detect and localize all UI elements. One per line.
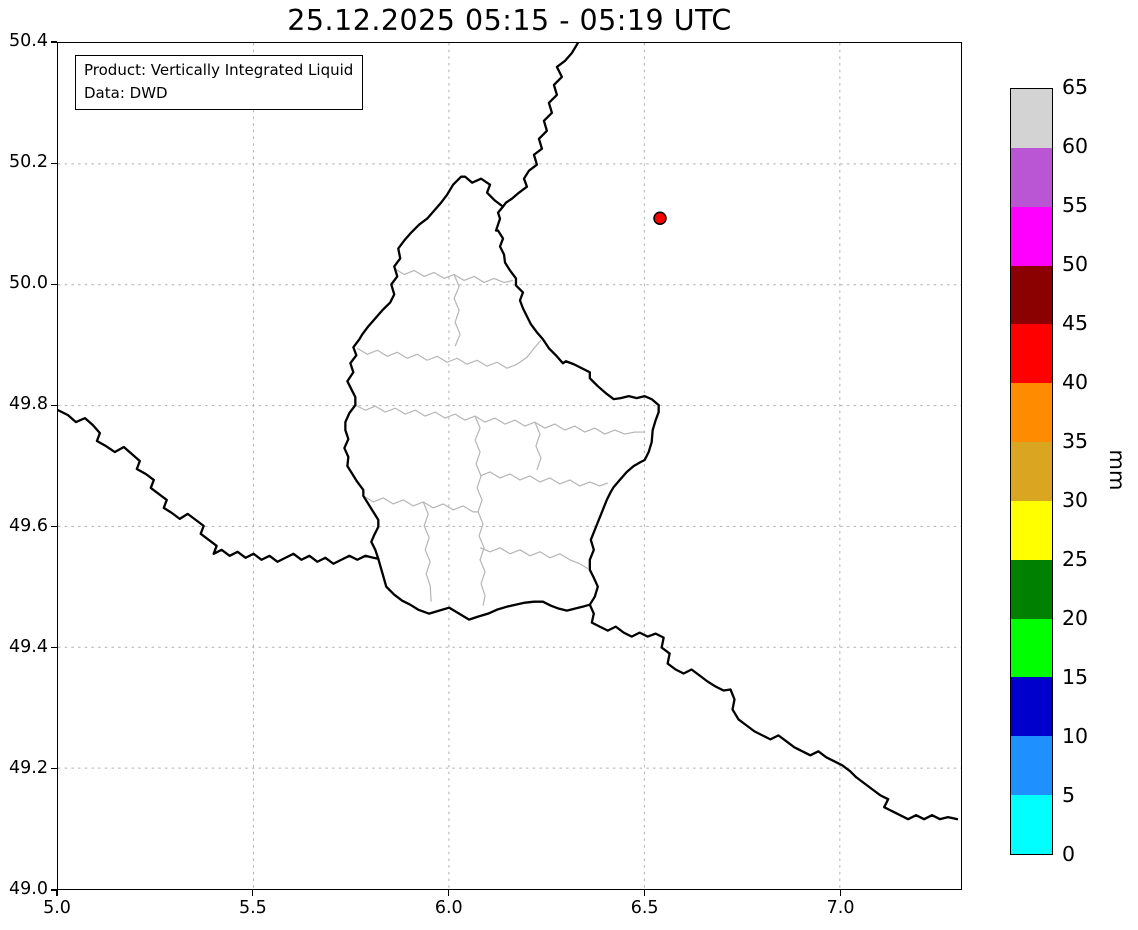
info-box-product-line: Product: Vertically Integrated Liquid xyxy=(84,61,354,79)
colorbar-tick-label: 5 xyxy=(1062,783,1076,807)
info-box-data-line: Data: DWD xyxy=(84,83,168,102)
canton-borders-group xyxy=(355,267,645,606)
x-tick-label: 6.0 xyxy=(434,898,463,918)
x-tick-mark xyxy=(839,890,842,896)
y-tick-label: 49.2 xyxy=(9,757,48,778)
colorbar-segment-15-20 xyxy=(1011,618,1052,678)
canton-border xyxy=(422,501,432,602)
colorbar-tick-label: 40 xyxy=(1062,370,1089,394)
colorbar-tick-label: 15 xyxy=(1062,665,1089,689)
x-tick-mark xyxy=(448,890,450,896)
colorbar-tick-label: 65 xyxy=(1062,75,1089,99)
colorbar-unit-label: mm xyxy=(1105,449,1129,491)
france-belgium-border xyxy=(58,408,380,565)
map-svg xyxy=(58,43,961,889)
canton-border xyxy=(355,404,645,435)
france-germany-border xyxy=(588,603,959,821)
colorbar-tick-label: 10 xyxy=(1062,724,1089,748)
canton-border xyxy=(479,471,608,487)
y-tick-mark xyxy=(51,647,57,649)
y-tick-label: 50.4 xyxy=(9,31,48,51)
colorbar-tick-label: 35 xyxy=(1062,429,1089,453)
y-tick-label: 49.4 xyxy=(9,636,48,657)
colorbar-segment-35-40 xyxy=(1011,383,1052,443)
canton-border xyxy=(479,547,589,570)
x-tick-label: 5.0 xyxy=(43,898,71,918)
colorbar-tick-label: 55 xyxy=(1062,193,1089,217)
x-tick-mark xyxy=(252,890,254,896)
x-tick-label: 6.5 xyxy=(630,898,659,918)
gridlines xyxy=(58,43,961,889)
canton-border xyxy=(534,421,542,471)
y-tick-label: 50.0 xyxy=(9,273,48,294)
y-tick-label: 49.6 xyxy=(9,515,48,536)
colorbar-segment-20-25 xyxy=(1011,559,1052,619)
canton-border xyxy=(474,415,486,606)
y-tick-mark xyxy=(51,889,57,891)
colorbar-tick-label: 50 xyxy=(1062,252,1089,276)
y-tick-mark xyxy=(51,404,57,407)
colorbar-segment-30-35 xyxy=(1011,442,1052,501)
x-tick-label: 5.5 xyxy=(238,898,267,918)
colorbar-segment-5-10 xyxy=(1011,736,1052,796)
map-plot-area: Product: Vertically Integrated Liquid Da… xyxy=(57,42,962,890)
colorbar-tick-label: 45 xyxy=(1062,311,1089,335)
canton-border xyxy=(357,339,542,369)
y-tick-mark xyxy=(51,283,57,285)
canton-border xyxy=(393,267,514,284)
colorbar-segment-25-30 xyxy=(1011,500,1052,560)
y-tick-mark xyxy=(51,41,57,43)
canton-border xyxy=(363,495,479,513)
y-tick-label: 49.8 xyxy=(9,394,48,415)
storm-cell-marker xyxy=(653,211,667,225)
country-borders-group xyxy=(58,43,959,821)
colorbar-tick-label: 0 xyxy=(1062,842,1076,866)
y-tick-label: 50.2 xyxy=(9,152,48,173)
colorbar-segment-45-50 xyxy=(1011,265,1052,325)
y-tick-mark xyxy=(51,768,57,770)
x-tick-mark xyxy=(644,890,646,896)
y-tick-label: 49.0 xyxy=(9,879,48,899)
y-tick-mark xyxy=(51,162,57,164)
belgium-germany-border xyxy=(501,43,579,208)
colorbar-segment-60-65 xyxy=(1011,89,1052,148)
y-tick-mark xyxy=(51,525,57,528)
colorbar-tick-label: 30 xyxy=(1062,488,1089,512)
canton-border xyxy=(453,274,461,347)
colorbar-tick-label: 20 xyxy=(1062,606,1089,630)
colorbar-tick-label: 60 xyxy=(1062,134,1089,158)
colorbar-segment-50-55 xyxy=(1011,206,1052,266)
x-tick-mark xyxy=(56,890,58,896)
colorbar-segment-10-15 xyxy=(1011,677,1052,737)
figure-title: 25.12.2025 05:15 - 05:19 UTC xyxy=(287,4,732,37)
colorbar-segment-55-60 xyxy=(1011,147,1052,207)
colorbar-segment-0-5 xyxy=(1011,795,1052,854)
colorbar xyxy=(1010,88,1053,855)
info-box: Product: Vertically Integrated Liquid Da… xyxy=(75,55,364,110)
luxembourg-border xyxy=(343,175,660,621)
colorbar-tick-label: 25 xyxy=(1062,547,1089,571)
colorbar-segment-40-45 xyxy=(1011,324,1052,384)
x-tick-label: 7.0 xyxy=(826,898,855,918)
